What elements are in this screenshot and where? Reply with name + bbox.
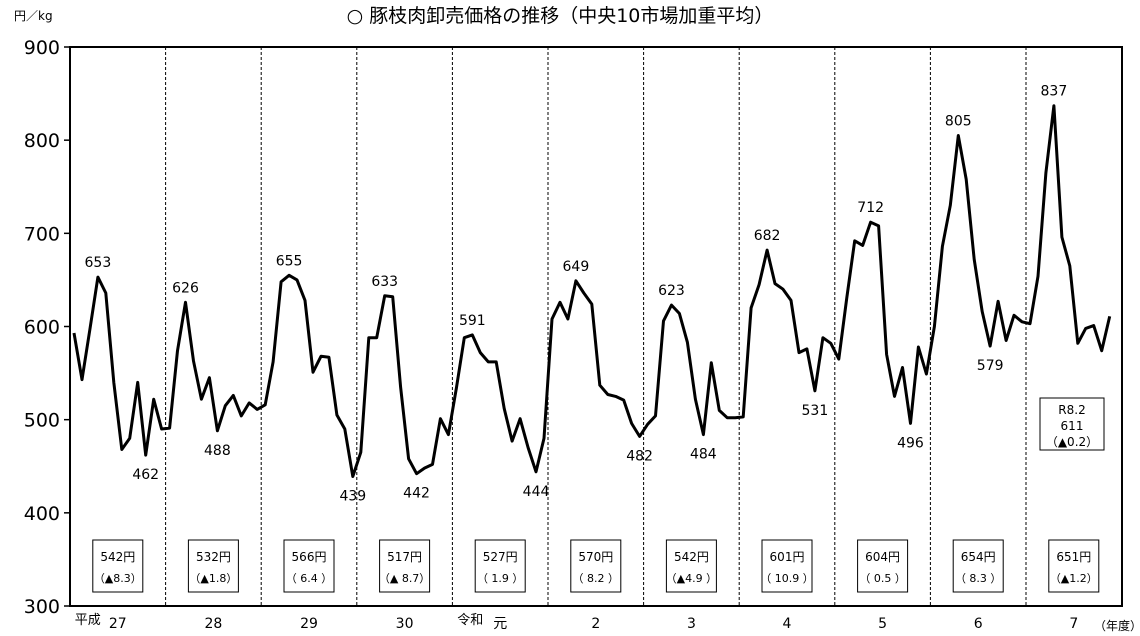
- annual-change-rate: （▲1.8）: [189, 572, 237, 585]
- data-label: 649: [563, 259, 590, 275]
- data-label: 712: [857, 200, 884, 216]
- y-tick-label: 300: [24, 596, 60, 618]
- data-label: 626: [172, 280, 199, 296]
- data-label: 591: [459, 313, 486, 329]
- annual-average-value: 542円: [674, 550, 709, 564]
- annual-change-rate: （ 10.9 ）: [760, 572, 814, 585]
- annual-change-rate: （▲1.2）: [1050, 572, 1098, 585]
- annual-change-rate: （ 8.2 ）: [573, 572, 620, 585]
- data-label: 482: [626, 448, 653, 464]
- annual-average-box: [952, 539, 1004, 593]
- year-label: 3: [687, 616, 696, 632]
- plot-frame: [69, 46, 1123, 607]
- y-tick-label: 500: [24, 410, 60, 432]
- price-series-line: [72, 104, 1112, 478]
- annual-change-rate: （ 6.4 ）: [286, 572, 333, 585]
- data-label: 805: [945, 114, 972, 130]
- annual-average-box: [187, 539, 239, 593]
- data-label: 444: [523, 484, 550, 500]
- year-label: 29: [300, 616, 318, 632]
- annual-change-rate: （▲8.3）: [94, 572, 142, 585]
- annual-average-value: 542円: [100, 550, 135, 564]
- annual-average-box: [570, 539, 622, 593]
- data-label: 653: [85, 255, 112, 271]
- year-label: 2: [591, 616, 600, 632]
- era-label: 平成: [75, 613, 101, 628]
- annual-average-value: 532円: [196, 550, 231, 564]
- year-label: 30: [396, 616, 414, 632]
- data-label: 462: [132, 467, 159, 483]
- annual-change-rate: （ 8.3 ）: [955, 572, 1002, 585]
- annual-average-box: [379, 539, 431, 593]
- annual-average-value: 604円: [865, 550, 900, 564]
- y-tick-label: 600: [24, 317, 60, 339]
- annual-average-value: 651円: [1056, 550, 1091, 564]
- data-label: 579: [977, 358, 1004, 374]
- year-divider-lines: [165, 47, 1027, 606]
- annual-average-box: [474, 539, 526, 593]
- annual-average-box: [283, 539, 335, 593]
- data-label: 439: [339, 488, 366, 504]
- data-label: 484: [690, 447, 717, 463]
- annual-average-value: 517円: [387, 550, 422, 564]
- era-label: 令和: [457, 613, 483, 628]
- annual-average-value: 654円: [961, 550, 996, 564]
- year-label: 6: [974, 616, 983, 632]
- data-label: 682: [754, 228, 781, 244]
- x-axis-year-labels: 27 平成 28 29 30 元令和 2 3 4 5 6 7: [75, 613, 1078, 632]
- data-label: 633: [371, 274, 398, 290]
- annual-average-box: [92, 539, 144, 593]
- annual-average-value: 601円: [770, 550, 805, 564]
- latest-value-box: [1039, 397, 1105, 451]
- chart-title: ○ 豚枝肉卸売価格の推移（中央10市場加重平均）: [347, 5, 774, 27]
- annual-average-boxes: 542円 （▲8.3） 532円 （▲1.8） 566円 （ 6.4 ） 517円 （▲ 8.…: [92, 539, 1100, 593]
- year-label: 7: [1069, 616, 1078, 632]
- year-label: 5: [878, 616, 887, 632]
- year-label: 28: [204, 616, 222, 632]
- annual-change-rate: （▲ 8.7）: [379, 572, 430, 585]
- x-axis-unit-label: （年度）: [1094, 618, 1140, 633]
- y-tick-label: 700: [24, 223, 60, 245]
- y-axis-ticks: 300 400 500 600 700 800 900: [24, 37, 70, 618]
- data-label: 531: [802, 403, 829, 419]
- y-tick-label: 400: [24, 503, 60, 525]
- y-axis-unit-label: 円／kg: [14, 9, 53, 23]
- year-label: 4: [783, 616, 792, 632]
- latest-value-callout: R8.2 611 （▲0.2）: [1039, 397, 1105, 451]
- year-label: 元: [493, 616, 507, 632]
- data-label: 623: [658, 283, 685, 299]
- data-label: 488: [204, 443, 231, 459]
- data-label: 442: [403, 486, 430, 502]
- peak-trough-labels: 653 462 626 488 655 439 633 442 591 444 649 482 623 4…: [85, 84, 1068, 505]
- annual-average-value: 527円: [483, 550, 518, 564]
- data-label: 837: [1041, 84, 1068, 100]
- data-label: 496: [897, 435, 924, 451]
- latest-month: R8.2: [1058, 403, 1085, 417]
- annual-average-box: [665, 539, 717, 593]
- annual-average-value: 566円: [292, 550, 327, 564]
- annual-change-rate: （ 0.5 ）: [859, 572, 906, 585]
- y-tick-label: 800: [24, 130, 60, 152]
- annual-change-rate: （▲4.9 ）: [666, 572, 717, 585]
- annual-average-box: [1048, 539, 1100, 593]
- annual-average-box: [857, 539, 909, 593]
- year-label: 27: [109, 616, 127, 632]
- annual-average-value: 570円: [578, 550, 613, 564]
- annual-change-rate: （ 1.9 ）: [477, 572, 524, 585]
- latest-value: 611: [1061, 419, 1084, 433]
- data-label: 655: [276, 253, 303, 269]
- y-tick-label: 900: [24, 37, 60, 59]
- latest-change: （▲0.2）: [1046, 435, 1098, 449]
- annual-average-box: [761, 539, 813, 593]
